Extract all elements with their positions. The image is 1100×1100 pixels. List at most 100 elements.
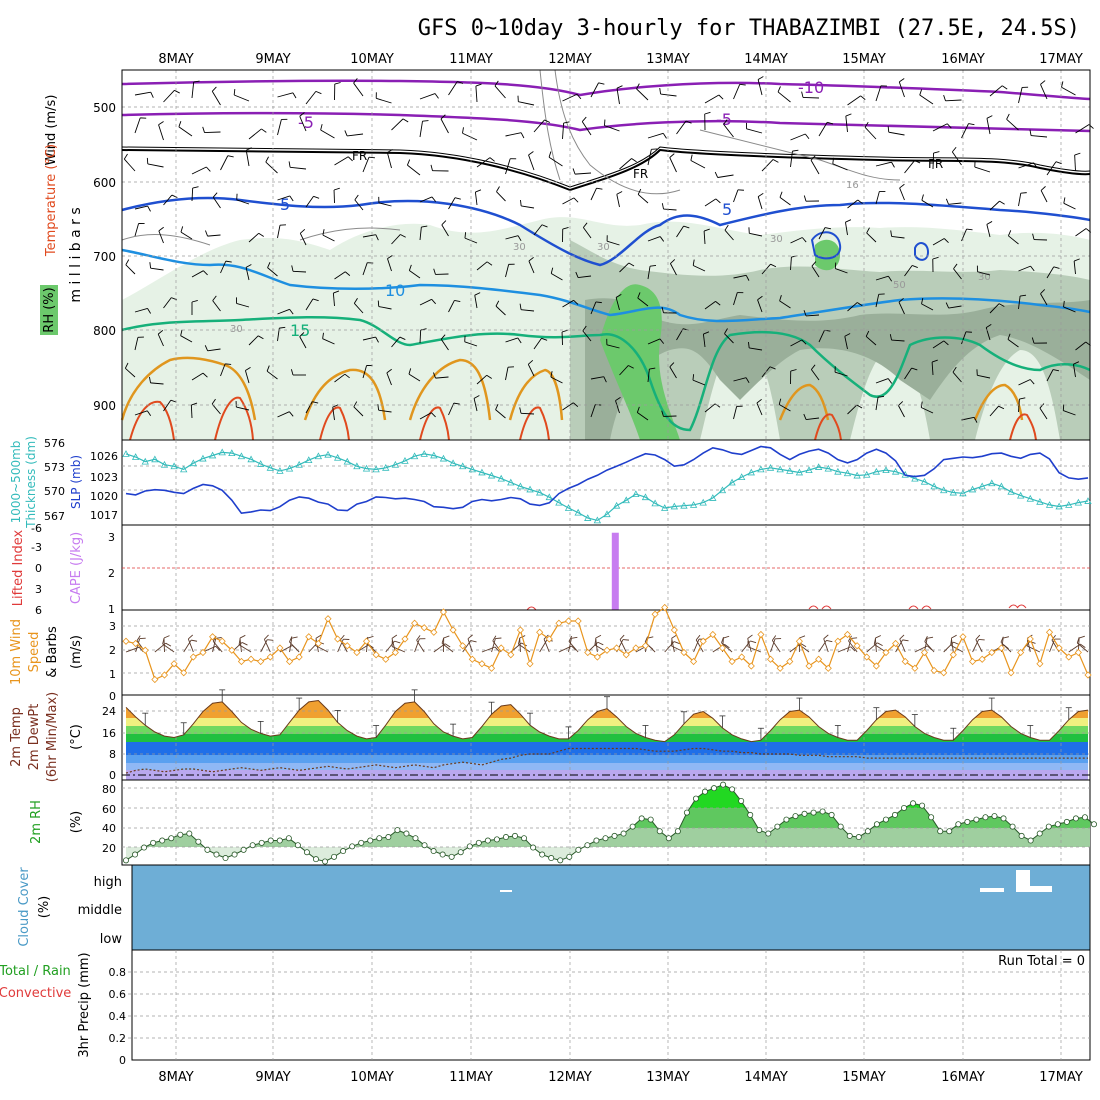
slp-tick: 1026 [90,450,118,463]
cloud-ticks: high middle low [78,875,123,947]
upper-barb [267,267,278,277]
upper-barb [818,330,825,343]
contour-plus5-closed [914,242,930,261]
precip-tick: 0.2 [109,1032,127,1045]
upper-barb-flag [430,164,433,171]
upper-barb-flag [636,83,640,90]
rh2m-marker [1045,823,1052,830]
upper-barb-flag [204,345,209,351]
upper-barb-flag [440,114,446,120]
upper-barb-flag [528,360,534,365]
thickness-tick: 570 [44,485,65,498]
rh2m-marker [774,823,781,830]
upper-barb-flag [475,83,482,87]
upper-barb-flag [1019,397,1026,400]
upper-barb-flag [715,301,721,306]
upper-barb [749,232,763,237]
upper-barb-flag [692,259,695,266]
precip-ylabel: 3hr Precip (mm) [77,952,92,1057]
upper-barb [134,307,148,313]
rh2m-marker [1063,818,1070,825]
upper-barb [590,301,597,315]
thickness-marker [151,455,159,463]
thickness-marker [824,464,832,472]
upper-barb [462,132,478,141]
upper-barb [974,166,991,173]
wind10-barb [238,644,252,653]
thickness-marker [131,453,140,460]
upper-barb-flag [211,86,217,92]
upper-barb-flag [1029,379,1035,385]
upper-barb [847,95,861,106]
thickness-marker [738,473,746,480]
thickness-marker [689,501,698,508]
upper-barb-flag [921,194,924,201]
upper-barb-flag [290,369,294,376]
upper-barb [1018,193,1022,207]
thickness-marker [786,467,794,474]
upper-barb [207,348,221,352]
upper-barb [211,403,221,415]
upper-barb-flag [803,413,807,420]
upper-barb [220,155,229,171]
wind10-marker [314,639,322,648]
upper-barb-flag [474,292,481,296]
upper-barb [305,91,317,105]
upper-barb [733,189,739,203]
wind10-marker [276,644,284,652]
wind10-barb-flag [899,634,905,640]
upper-barb [233,94,250,102]
upper-barb [835,268,848,274]
upper-barb [919,94,934,105]
wind10m-panel: 3 2 1 0 10m Wind Speed & Barbs (m/s) [9,603,1092,703]
thickness-tick: 573 [44,461,65,474]
upper-barb-flag [810,155,816,161]
upper-barb-flag [769,366,776,370]
bottom-date-label: 8MAY [158,1070,193,1085]
thickness-marker [709,494,717,501]
upper-barb [810,159,820,175]
upper-barb [690,160,706,169]
upper-barb [562,123,565,140]
upper-barb [790,133,806,141]
thickness-marker [1036,497,1044,505]
rh2m-marker [575,846,582,853]
thickness-marker [622,496,630,504]
upper-barb-flag [354,194,359,201]
thickness-marker [305,456,313,463]
dewpt2m-line [125,747,1088,774]
upper-barb [864,126,877,140]
cloud-cover-panel: high middle low Cloud Cover (%) [17,864,1091,951]
wind10-marker [574,617,582,625]
thickness-slp-panel: 576 573 570 567 1026 1023 1020 1017 1000… [9,436,1092,529]
upper-barb-flag [659,88,662,95]
upper-barb [378,306,392,310]
upper-barb [932,340,945,349]
upper-barb-flag [573,197,579,203]
wind10-marker [1036,660,1044,668]
upper-barb [985,327,991,341]
upper-barb-flag [203,270,208,276]
upper-barb [305,298,314,311]
thickness-marker [641,493,650,501]
rh2m-marker [303,849,310,856]
upper-barb-flag [475,189,482,193]
upper-barb-flag [454,299,461,303]
upper-barb-flag [333,187,340,191]
upper-barb-flag [289,309,294,315]
upper-barb-flag [193,80,200,83]
wind10-marker [786,657,794,666]
bottom-date-label: 17MAY [1039,1070,1083,1085]
upper-barb-flag [945,198,949,205]
upper-barb [921,407,934,414]
upper-barb [448,300,455,313]
rh2m-marker [683,809,690,816]
upper-barb [647,338,661,345]
upper-barb [245,267,250,281]
thickness-marker [670,502,679,510]
thickness-marker [757,465,765,473]
upper-barb [419,93,436,100]
upper-barb-flag [649,367,656,370]
upper-barb [779,404,791,412]
